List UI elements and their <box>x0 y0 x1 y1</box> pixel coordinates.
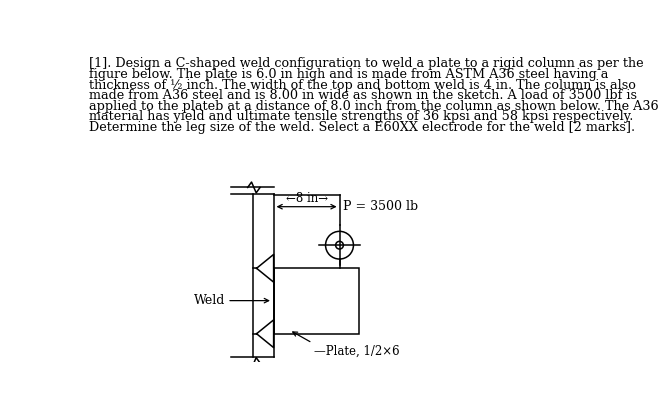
Text: applied to the plateb at a distance of 8.0 inch from the column as shown below. : applied to the plateb at a distance of 8… <box>89 100 659 113</box>
Text: thickness of ½ inch. The width of the top and bottom weld is 4 in. The column is: thickness of ½ inch. The width of the to… <box>89 79 636 92</box>
Text: figure below. The plate is 6.0 in high and is made from ASTM A36 steel having a: figure below. The plate is 6.0 in high a… <box>89 68 608 81</box>
Text: Weld: Weld <box>194 294 226 307</box>
Text: P = 3500 lb: P = 3500 lb <box>343 200 419 213</box>
Text: Determine the leg size of the weld. Select a E60XX electrode for the weld [2 mar: Determine the leg size of the weld. Sele… <box>89 121 635 134</box>
Text: ←8 in→: ←8 in→ <box>285 192 328 205</box>
Text: —Plate, 1/2×6: —Plate, 1/2×6 <box>314 344 399 357</box>
Bar <box>273 268 359 334</box>
Text: [1]. Design a C-shaped weld configuration to weld a plate to a rigid column as p: [1]. Design a C-shaped weld configuratio… <box>89 57 644 70</box>
Text: material has yield and ultimate tensile strengths of 36 kpsi and 58 kpsi respect: material has yield and ultimate tensile … <box>89 110 634 123</box>
Text: made from A36 steel and is 8.00 in wide as shown in the sketch. A load of 3500 l: made from A36 steel and is 8.00 in wide … <box>89 89 637 102</box>
